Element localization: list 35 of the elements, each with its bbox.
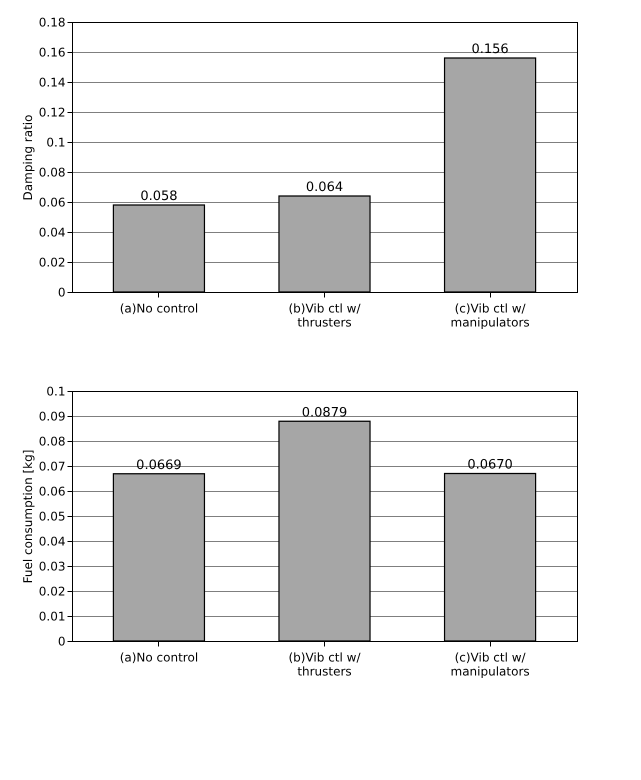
y-tick-label: 0.06 <box>38 196 66 210</box>
x-tick-label: (a)No control <box>120 302 198 316</box>
y-tick-label: 0.04 <box>38 226 66 240</box>
y-tick-label: 0.18 <box>38 16 66 30</box>
y-tick-label: 0.08 <box>38 166 66 180</box>
y-tick-label: 0.02 <box>38 256 66 270</box>
y-tick-label: 0.07 <box>38 460 66 474</box>
x-tick-label: (a)No control <box>120 650 198 664</box>
x-tick-label: (b)Vib ctl w/ thrusters <box>288 302 362 330</box>
data-label: 0.064 <box>306 180 344 195</box>
data-label: 0.0879 <box>302 405 348 420</box>
y-tick-label: 0.03 <box>38 560 66 574</box>
y-tick-label: 0.06 <box>38 484 66 498</box>
y-tick-label: 0.08 <box>38 434 66 448</box>
x-tick-label: (c)Vib ctl w/ manipulators <box>450 650 530 678</box>
y-tick-label: 0 <box>58 286 66 300</box>
y-tick-label: 0.05 <box>38 510 66 524</box>
y-tick-label: 0 <box>58 634 66 648</box>
data-label: 0.0670 <box>467 458 513 472</box>
y-tick-label: 0.1 <box>46 136 66 150</box>
y-tick-label: 0.04 <box>38 534 66 548</box>
x-tick-label: (c)Vib ctl w/ manipulators <box>450 302 530 330</box>
y-tick-label: 0.1 <box>46 384 66 398</box>
y-tick-label: 0.09 <box>38 410 66 424</box>
y-axis-title: Fuel consumption [kg] <box>20 450 35 584</box>
y-tick-label: 0.02 <box>38 584 66 598</box>
x-tick-label: (b)Vib ctl w/ thrusters <box>288 650 362 678</box>
y-tick-label: 0.16 <box>38 46 66 60</box>
y-tick-label: 0.14 <box>38 76 66 90</box>
data-label: 0.156 <box>471 42 509 57</box>
y-axis-title: Damping ratio <box>20 114 35 200</box>
y-tick-label: 0.01 <box>38 610 66 624</box>
data-label: 0.058 <box>140 189 178 204</box>
y-tick-label: 0.12 <box>38 106 66 120</box>
data-label: 0.0669 <box>136 458 182 473</box>
